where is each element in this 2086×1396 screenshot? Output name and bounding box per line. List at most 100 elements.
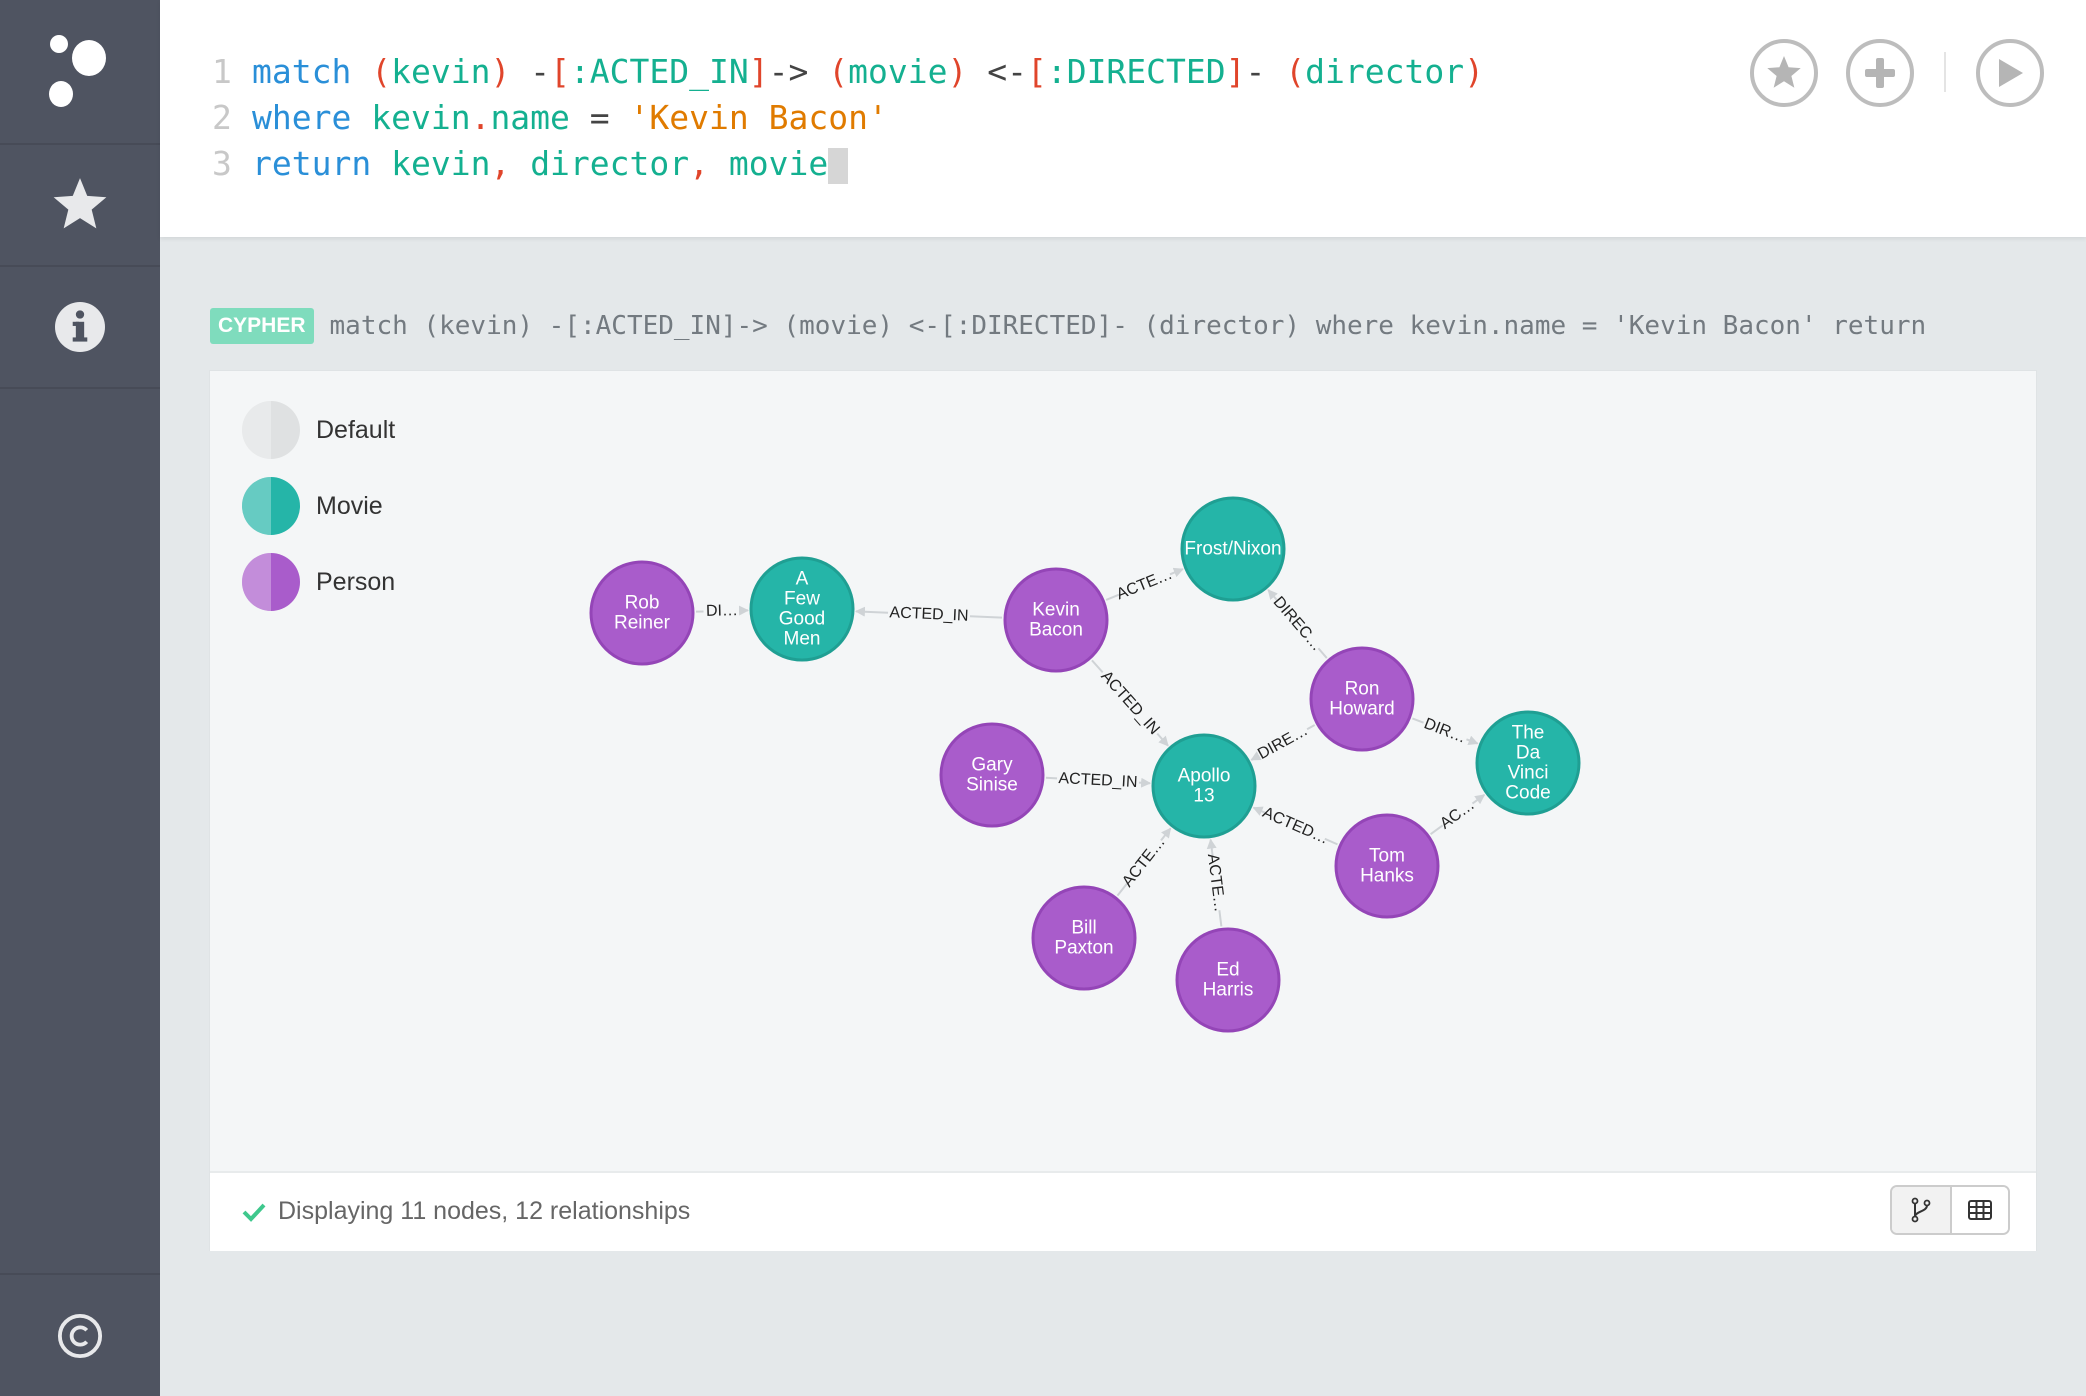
graph-node-frost[interactable]: Frost/Nixon <box>1180 496 1286 602</box>
relationship[interactable]: DIREC… <box>1267 589 1328 659</box>
relationship[interactable]: AC… <box>1430 794 1486 835</box>
legend-label: Default <box>316 415 396 444</box>
relationship[interactable]: ACTE… <box>1204 838 1228 927</box>
relationship-label: ACTE… <box>1114 566 1175 604</box>
code-token: , <box>490 144 511 183</box>
graph-view-button[interactable] <box>1892 1187 1950 1233</box>
node-label: Harris <box>1203 980 1254 1001</box>
relationship[interactable]: ACTE… <box>1116 827 1172 897</box>
relationship[interactable]: DIR… <box>1412 715 1479 747</box>
code-token <box>371 144 391 183</box>
plus-icon <box>1865 58 1895 88</box>
relationship[interactable]: DIRE… <box>1250 722 1316 763</box>
node-label: Kevin <box>1032 600 1080 621</box>
code-token <box>510 144 530 183</box>
relationship-line <box>1250 751 1262 761</box>
query-text[interactable]: match (kevin) -[:ACTED_IN]-> (movie) <-[… <box>329 311 1927 341</box>
text-cursor <box>828 147 849 184</box>
relationship-line <box>1105 593 1120 601</box>
relationship[interactable]: ACTED_IN <box>854 604 1003 625</box>
code-token: director <box>530 144 690 183</box>
relationship-line <box>1306 724 1316 731</box>
node-circle <box>749 556 855 662</box>
code-token: ( <box>828 52 849 91</box>
node-label: A <box>796 569 809 590</box>
node-label: Reiner <box>614 613 671 634</box>
play-icon <box>1999 59 2023 87</box>
code-token: -> <box>768 52 809 91</box>
relationship[interactable]: DI… <box>695 602 750 620</box>
logo-icon <box>49 34 106 107</box>
legend-item[interactable]: Person <box>242 553 395 611</box>
run-button[interactable] <box>1976 39 2044 107</box>
legend-item[interactable]: Movie <box>242 477 383 535</box>
node-circle <box>589 560 695 666</box>
node-label: Men <box>784 629 821 650</box>
table-view-button[interactable] <box>1950 1187 2008 1233</box>
sidebar-item-about[interactable] <box>0 1273 160 1396</box>
relationship[interactable]: ACTED_IN <box>1045 770 1152 791</box>
relationship[interactable]: ACTED… <box>1252 804 1338 848</box>
add-button[interactable] <box>1846 39 1914 107</box>
line-number: 3 <box>212 144 232 183</box>
code-line[interactable]: 1 match (kevin) -[:ACTED_IN]-> (movie) <-… <box>212 50 1484 94</box>
toolbar-divider <box>1944 52 1946 92</box>
code-token: ( <box>1285 52 1306 91</box>
view-toggle <box>1890 1185 2010 1235</box>
code-line[interactable]: 3 return kevin, director, movie <box>212 142 849 186</box>
code-token: director <box>1305 52 1465 91</box>
query-editor[interactable]: 1 match (kevin) -[:ACTED_IN]-> (movie) <-… <box>160 0 2086 237</box>
node-label: Few <box>784 589 820 610</box>
info-icon <box>55 302 105 352</box>
relationship-label: DIRE… <box>1255 722 1311 763</box>
relationship[interactable]: ACTED_IN <box>1091 659 1169 747</box>
code-token: return <box>252 144 372 183</box>
node-label: 13 <box>1193 786 1214 807</box>
sidebar-item-info[interactable] <box>0 267 160 389</box>
relationship-label: DIR… <box>1422 715 1469 747</box>
legend-color-swatch <box>242 477 300 535</box>
code-line[interactable]: 2 where kevin.name = 'Kevin Bacon' <box>212 96 888 140</box>
code-token: [ <box>550 52 570 91</box>
relationship[interactable]: ACTE… <box>1105 566 1184 604</box>
graph-canvas[interactable]: DI… ACTED_IN ACTE… ACTED_IN DIREC… DIRE… DIR… A… <box>210 371 2038 1171</box>
table-view-icon <box>1968 1200 1992 1220</box>
relationship-line <box>1252 806 1267 816</box>
relationship-line <box>854 606 889 617</box>
code-token: = <box>569 98 630 137</box>
node-circle <box>1475 710 1581 816</box>
query-header: CYPHER match (kevin) -[:ACTED_IN]-> (mov… <box>210 308 1926 344</box>
legend-color-swatch <box>242 553 300 611</box>
relationship-label: DI… <box>706 602 738 620</box>
line-number: 1 <box>212 52 232 91</box>
legend-label: Person <box>316 567 396 596</box>
code-token: kevin <box>391 144 491 183</box>
node-circle <box>1175 927 1281 1033</box>
copyright-icon <box>57 1313 103 1358</box>
code-token: ) <box>1464 52 1484 91</box>
code-token: kevin <box>391 52 491 91</box>
node-label: Da <box>1516 743 1541 764</box>
code-token: - <box>1245 52 1266 91</box>
logo-button[interactable] <box>0 0 160 145</box>
legend-label: Movie <box>316 491 383 520</box>
sidebar-item-favorites[interactable] <box>0 145 160 267</box>
favorite-button[interactable] <box>1750 39 1818 107</box>
relationship-line <box>969 615 1003 619</box>
node-label: Code <box>1505 783 1550 804</box>
relationship-line <box>1160 827 1172 842</box>
legend-item[interactable]: Default <box>242 401 395 459</box>
legend-color-swatch <box>242 401 300 459</box>
relationship-line <box>1466 735 1479 746</box>
code-token <box>351 98 371 137</box>
